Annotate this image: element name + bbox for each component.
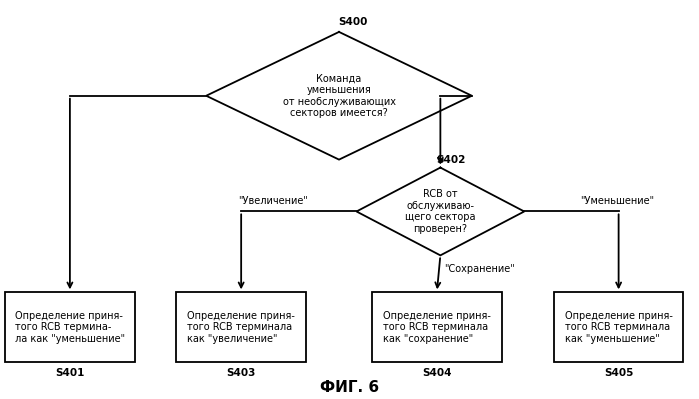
Text: "Сохранение": "Сохранение" [444,264,514,275]
Text: S402: S402 [436,154,466,165]
Text: S401: S401 [55,368,85,378]
Bar [176,292,306,362]
Text: S404: S404 [422,368,452,378]
Text: S405: S405 [604,368,633,378]
Text: "Уменьшение": "Уменьшение" [580,196,654,207]
Text: Определение приня-
того RCB терминала
как "увеличение": Определение приня- того RCB терминала ка… [187,310,295,344]
Bar [372,292,502,362]
Text: Определение приня-
того RCB терминала
как "уменьшение": Определение приня- того RCB терминала ка… [565,310,672,344]
Text: Определение приня-
того RCB терминала
как "сохранение": Определение приня- того RCB терминала ка… [383,310,491,344]
Text: Команда
уменьшения
от необслуживающих
секторов имеется?: Команда уменьшения от необслуживающих се… [282,73,396,118]
Text: S403: S403 [226,368,256,378]
Bar [554,292,684,362]
Bar [6,292,134,362]
Text: "Увеличение": "Увеличение" [238,196,308,207]
Text: ФИГ. 6: ФИГ. 6 [320,380,379,395]
Text: S400: S400 [338,17,368,27]
Text: Определение приня-
того RCB термина-
ла как "уменьшение": Определение приня- того RCB термина- ла … [15,310,125,344]
Text: RCB от
обслуживаю-
щего сектора
проверен?: RCB от обслуживаю- щего сектора проверен… [405,189,475,234]
